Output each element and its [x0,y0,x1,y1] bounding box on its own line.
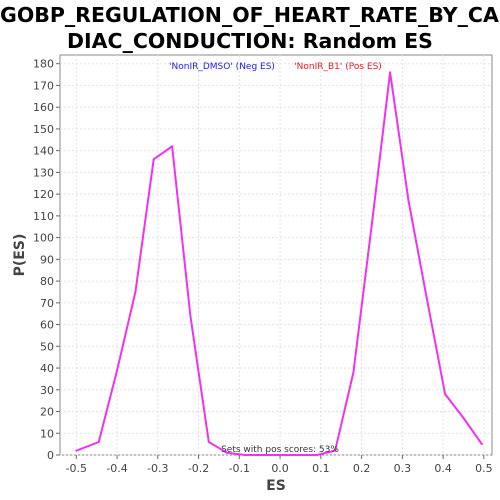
chart-title-line-1: GOBP_REGULATION_OF_HEART_RATE_BY_CAR [0,3,500,27]
y-tick-label: 170 [33,79,54,92]
y-tick-label: 0 [47,449,54,462]
x-axis-title: ES [266,478,286,494]
x-tick-label: 0.2 [353,462,371,475]
x-tick-label: 0.3 [394,462,412,475]
y-tick-label: 40 [40,362,54,375]
data-point [97,440,100,443]
data-point [462,417,465,420]
data-point [134,290,137,293]
x-tick-label: 0.0 [271,462,289,475]
y-tick-label: 20 [40,406,54,419]
data-point [425,297,428,300]
y-axis-title: P(ES) [12,234,28,277]
series-layer [75,71,483,456]
data-point [389,71,392,74]
data-point [244,454,247,456]
y-tick-label: 150 [33,123,54,136]
data-point [407,199,410,202]
y-tick-label: 180 [33,58,54,71]
x-axis-ticks: -0.5 -0.4 -0.3 -0.2 -0.1 0.0 0.1 0.2 0.3 0.4 0.5 [66,455,493,475]
y-tick-label: 130 [33,166,54,179]
y-tick-label: 10 [40,427,54,440]
data-point [171,145,174,148]
y-tick-label: 70 [40,297,54,310]
data-point [334,449,337,452]
x-tick-label: 0.4 [434,462,452,475]
y-tick-label: 120 [33,188,54,201]
data-point [207,440,210,443]
chart-title: GOBP_REGULATION_OF_HEART_RATE_BY_CAR DIA… [0,2,500,80]
pos-scores-annotation: Sets with pos scores: 53% [221,445,339,455]
y-tick-label: 100 [33,232,54,245]
y-tick-label: 80 [40,275,54,288]
x-tick-label: 0.5 [475,462,493,475]
y-tick-label: 140 [33,145,54,158]
y-tick-label: 90 [40,253,54,266]
data-point [116,369,119,372]
grid [60,55,492,456]
data-point [226,451,229,454]
es-distribution-line [75,71,483,456]
data-point [370,223,373,226]
y-tick-label: 160 [33,101,54,114]
plot-area [59,54,493,456]
legend-neg-es: 'NonIR_DMSO' (Neg ES) [169,62,275,72]
x-tick-label: -0.1 [229,462,250,475]
legend-pos-es: 'NonIR_B1' (Pos ES) [294,62,382,72]
y-tick-label: 30 [40,384,54,397]
data-point [189,314,192,317]
data-point [444,393,447,396]
x-tick-label: -0.5 [66,462,87,475]
y-tick-label: 110 [33,210,54,223]
data-point [480,443,483,446]
x-tick-label: -0.2 [188,462,209,475]
y-tick-label: 50 [40,340,54,353]
x-tick-label: -0.4 [106,462,127,475]
x-tick-label: 0.1 [312,462,330,475]
x-tick-label: -0.3 [147,462,168,475]
data-point [352,371,355,374]
y-axis-ticks: 0 10 20 30 40 50 60 70 80 90 100 110 120 130 140 150 160… [33,58,60,462]
data-point [75,449,78,452]
data-point [152,158,155,161]
data-point [315,454,318,456]
y-tick-label: 60 [40,319,54,332]
